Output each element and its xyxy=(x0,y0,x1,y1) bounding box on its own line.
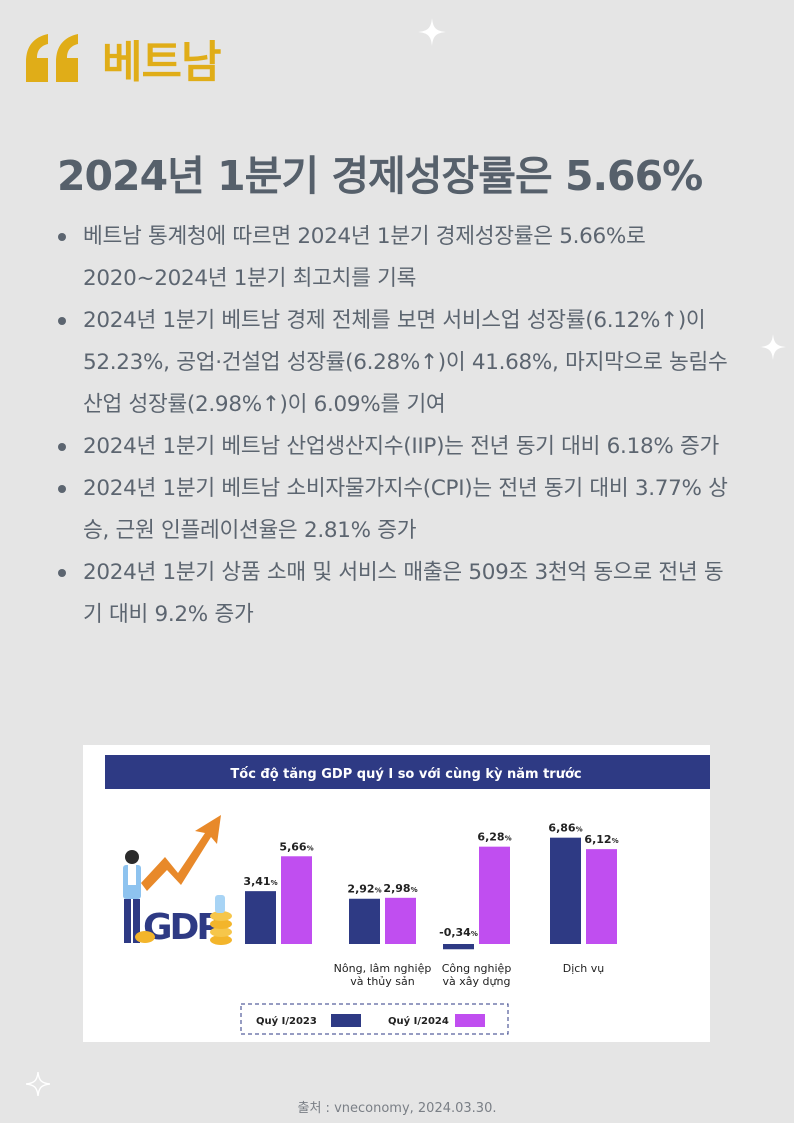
legend-label-2023: Quý I/2023 xyxy=(256,1015,317,1027)
data-label-2024-1: 2,98% xyxy=(383,882,417,895)
category-label-1: Nông, lâm nghiệp xyxy=(334,962,432,975)
bar-2023-1 xyxy=(349,898,380,944)
data-label-2024-0: 5,66% xyxy=(279,840,313,853)
category-label-2: Công nghiệp xyxy=(442,962,512,975)
category-label-2: và xây dựng xyxy=(443,975,511,988)
sparkle-icon xyxy=(26,1072,50,1096)
sparkle-icon xyxy=(418,18,446,46)
bullet-item: 2024년 1분기 베트남 경제 전체를 보면 서비스업 성장률(6.12%↑)… xyxy=(58,300,738,426)
data-label-2023-3: 6,86% xyxy=(548,822,582,835)
data-label-2023-1: 2,92% xyxy=(347,883,381,896)
svg-text:GDP: GDP xyxy=(143,907,221,948)
category-label-3: Dịch vụ xyxy=(563,962,605,975)
bar-2023-3 xyxy=(550,837,581,944)
category-label-1: và thủy sản xyxy=(350,975,414,988)
data-label-2024-3: 6,12% xyxy=(584,833,618,846)
gdp-chart-card: Tốc độ tăng GDP quý I so với cùng kỳ năm… xyxy=(83,745,710,1042)
legend-swatch-2023 xyxy=(331,1014,361,1027)
sparkle-icon xyxy=(760,334,786,360)
legend-label-2024: Quý I/2024 xyxy=(388,1015,449,1027)
header: 베트남 xyxy=(22,26,221,90)
bullet-item: 베트남 통계청에 따르면 2024년 1분기 경제성장률은 5.66%로 202… xyxy=(58,216,738,300)
bar-2024-2 xyxy=(479,846,510,944)
legend-swatch-2024 xyxy=(455,1014,485,1027)
bar-2023-0 xyxy=(245,891,276,944)
chart-legend xyxy=(240,1003,509,1035)
bar-2023-2 xyxy=(443,944,474,950)
bar-2024-0 xyxy=(281,856,312,944)
bullet-item: 2024년 1분기 베트남 소비자물가지수(CPI)는 전년 동기 대비 3.7… xyxy=(58,468,738,552)
bullet-item: 2024년 1분기 상품 소매 및 서비스 매출은 509조 3천억 동으로 전… xyxy=(58,552,738,636)
bar-2024-1 xyxy=(385,897,416,944)
bullet-item: 2024년 1분기 베트남 산업생산지수(IIP)는 전년 동기 대비 6.18… xyxy=(58,426,738,468)
page-title: 2024년 1분기 경제성장률은 5.66% xyxy=(57,152,703,200)
data-label-2024-2: 6,28% xyxy=(477,831,511,844)
bar-2024-3 xyxy=(586,849,617,944)
quote-icon xyxy=(26,34,78,82)
gdp-growth-illustration: GDP xyxy=(123,815,232,948)
source-citation: 출처 : vneconomy, 2024.03.30. xyxy=(297,1101,497,1116)
data-label-2023-2: -0,34% xyxy=(439,926,478,939)
gdp-growth-chart: Tốc độ tăng GDP quý I so với cùng kỳ năm… xyxy=(105,755,710,1035)
chart-title-banner xyxy=(105,755,710,789)
bullet-list: 베트남 통계청에 따르면 2024년 1분기 경제성장률은 5.66%로 202… xyxy=(58,216,738,636)
brand-title: 베트남 xyxy=(102,37,221,88)
data-label-2023-0: 3,41% xyxy=(243,875,277,888)
chart-title: Tốc độ tăng GDP quý I so với cùng kỳ năm… xyxy=(230,767,581,782)
